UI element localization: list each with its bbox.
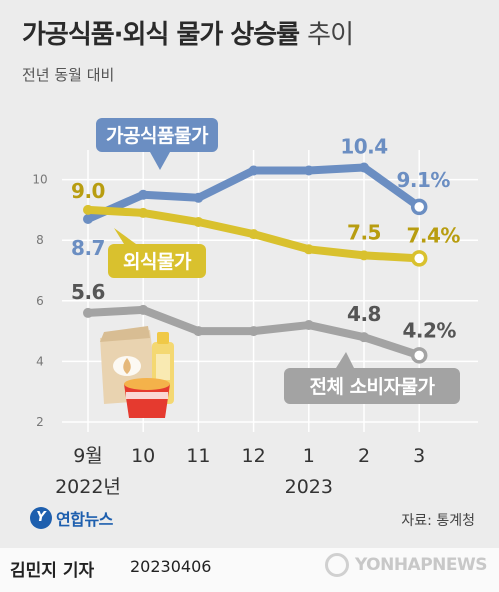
data-label: 9.1% [396, 168, 450, 192]
data-point [248, 326, 259, 337]
series-2: 5.6 4.8 4.2% 전체 소비자물가 [71, 280, 460, 404]
footer-bar [0, 548, 499, 592]
data-label: 5.6 [71, 280, 105, 304]
series-callout-box [96, 118, 218, 152]
data-point [138, 189, 149, 200]
series-callout-tail [150, 152, 170, 170]
x-tick-label: 10 [131, 445, 155, 467]
year-label: 2022년 [55, 476, 121, 498]
author-line: 김민지 기자 [10, 556, 94, 581]
yonhap-logo: Y 연합뉴스 [30, 506, 113, 530]
data-point [359, 162, 369, 173]
data-point [303, 320, 314, 331]
series-callout-box [284, 368, 460, 404]
data-point [83, 204, 93, 215]
data-label: 7.5 [347, 220, 381, 244]
data-point [359, 250, 369, 261]
watermark-ring-icon [324, 553, 349, 577]
end-point-marker [410, 347, 428, 364]
series-legend-label: 전체 소비자물가 [310, 376, 436, 398]
x-tick-label: 11 [186, 445, 210, 467]
series-0: 8.7 10.4 9.1% 가공식품물가 [71, 118, 451, 260]
data-point [359, 332, 369, 343]
end-point-marker [410, 250, 428, 267]
y-tick-label: 8 [36, 233, 44, 247]
series-callout-box [108, 244, 206, 278]
data-point [83, 213, 93, 224]
watermark: YONHAPNEWS [324, 553, 488, 577]
title-main: 가공식품·외식 물가 상승률 [22, 20, 300, 50]
y-tick-label: 10 [32, 173, 47, 187]
data-point [83, 307, 93, 318]
watermark-text: YONHAPNEWS [354, 555, 488, 575]
data-label: 4.2% [402, 318, 456, 342]
series-callout-tail [114, 228, 136, 244]
x-tick-label: 2 [358, 445, 370, 467]
infographic-card [0, 0, 499, 548]
data-point [193, 326, 204, 337]
data-label: 8.7 [71, 236, 105, 260]
x-tick-label: 1 [303, 445, 315, 467]
data-label: 9.0 [71, 179, 105, 203]
data-point [303, 165, 314, 176]
data-point [248, 165, 259, 176]
author-name: 김민지 기자 [10, 561, 95, 581]
data-label: 4.8 [347, 302, 381, 326]
yonhap-logo-text: 연합뉴스 [56, 510, 113, 529]
series-callout-tail [336, 352, 354, 368]
title-suffix: 추이 [307, 20, 354, 50]
publish-date: 20230406 [130, 557, 212, 576]
data-label: 10.4 [340, 134, 387, 158]
source-note: 자료: 통계청 [401, 513, 475, 529]
data-label: 7.4% [406, 223, 460, 247]
end-point-marker [410, 198, 428, 216]
series-1: 9.0 7.5 7.4% 외식물가 [71, 179, 461, 278]
chart-title: 가공식품·외식 물가 상승률 추이 [22, 14, 354, 51]
data-point [138, 207, 149, 218]
data-point [303, 244, 314, 255]
yonhap-logo-icon: Y [30, 507, 52, 529]
grocery-illustration [100, 326, 174, 418]
y-tick-label: 6 [36, 294, 44, 308]
data-point [248, 229, 259, 240]
y-tick-label: 2 [36, 415, 44, 429]
data-point [193, 192, 204, 203]
year-label: 2023 [285, 476, 333, 498]
series-legend-label: 가공식품물가 [106, 125, 209, 147]
series-legend-label: 외식물가 [123, 251, 192, 273]
x-tick-label: 12 [242, 445, 266, 467]
y-tick-label: 4 [36, 354, 44, 368]
x-tick-label: 9월 [73, 445, 103, 467]
x-tick-label: 3 [413, 445, 425, 467]
chart-subtitle: 전년 동월 대비 [22, 66, 115, 84]
data-point [193, 217, 204, 228]
data-point [138, 304, 149, 315]
